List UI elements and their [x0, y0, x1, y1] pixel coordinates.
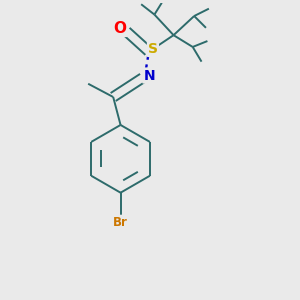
Text: O: O — [113, 21, 127, 36]
Text: N: N — [143, 68, 155, 83]
Text: S: S — [148, 42, 158, 56]
Text: Br: Br — [113, 216, 128, 229]
